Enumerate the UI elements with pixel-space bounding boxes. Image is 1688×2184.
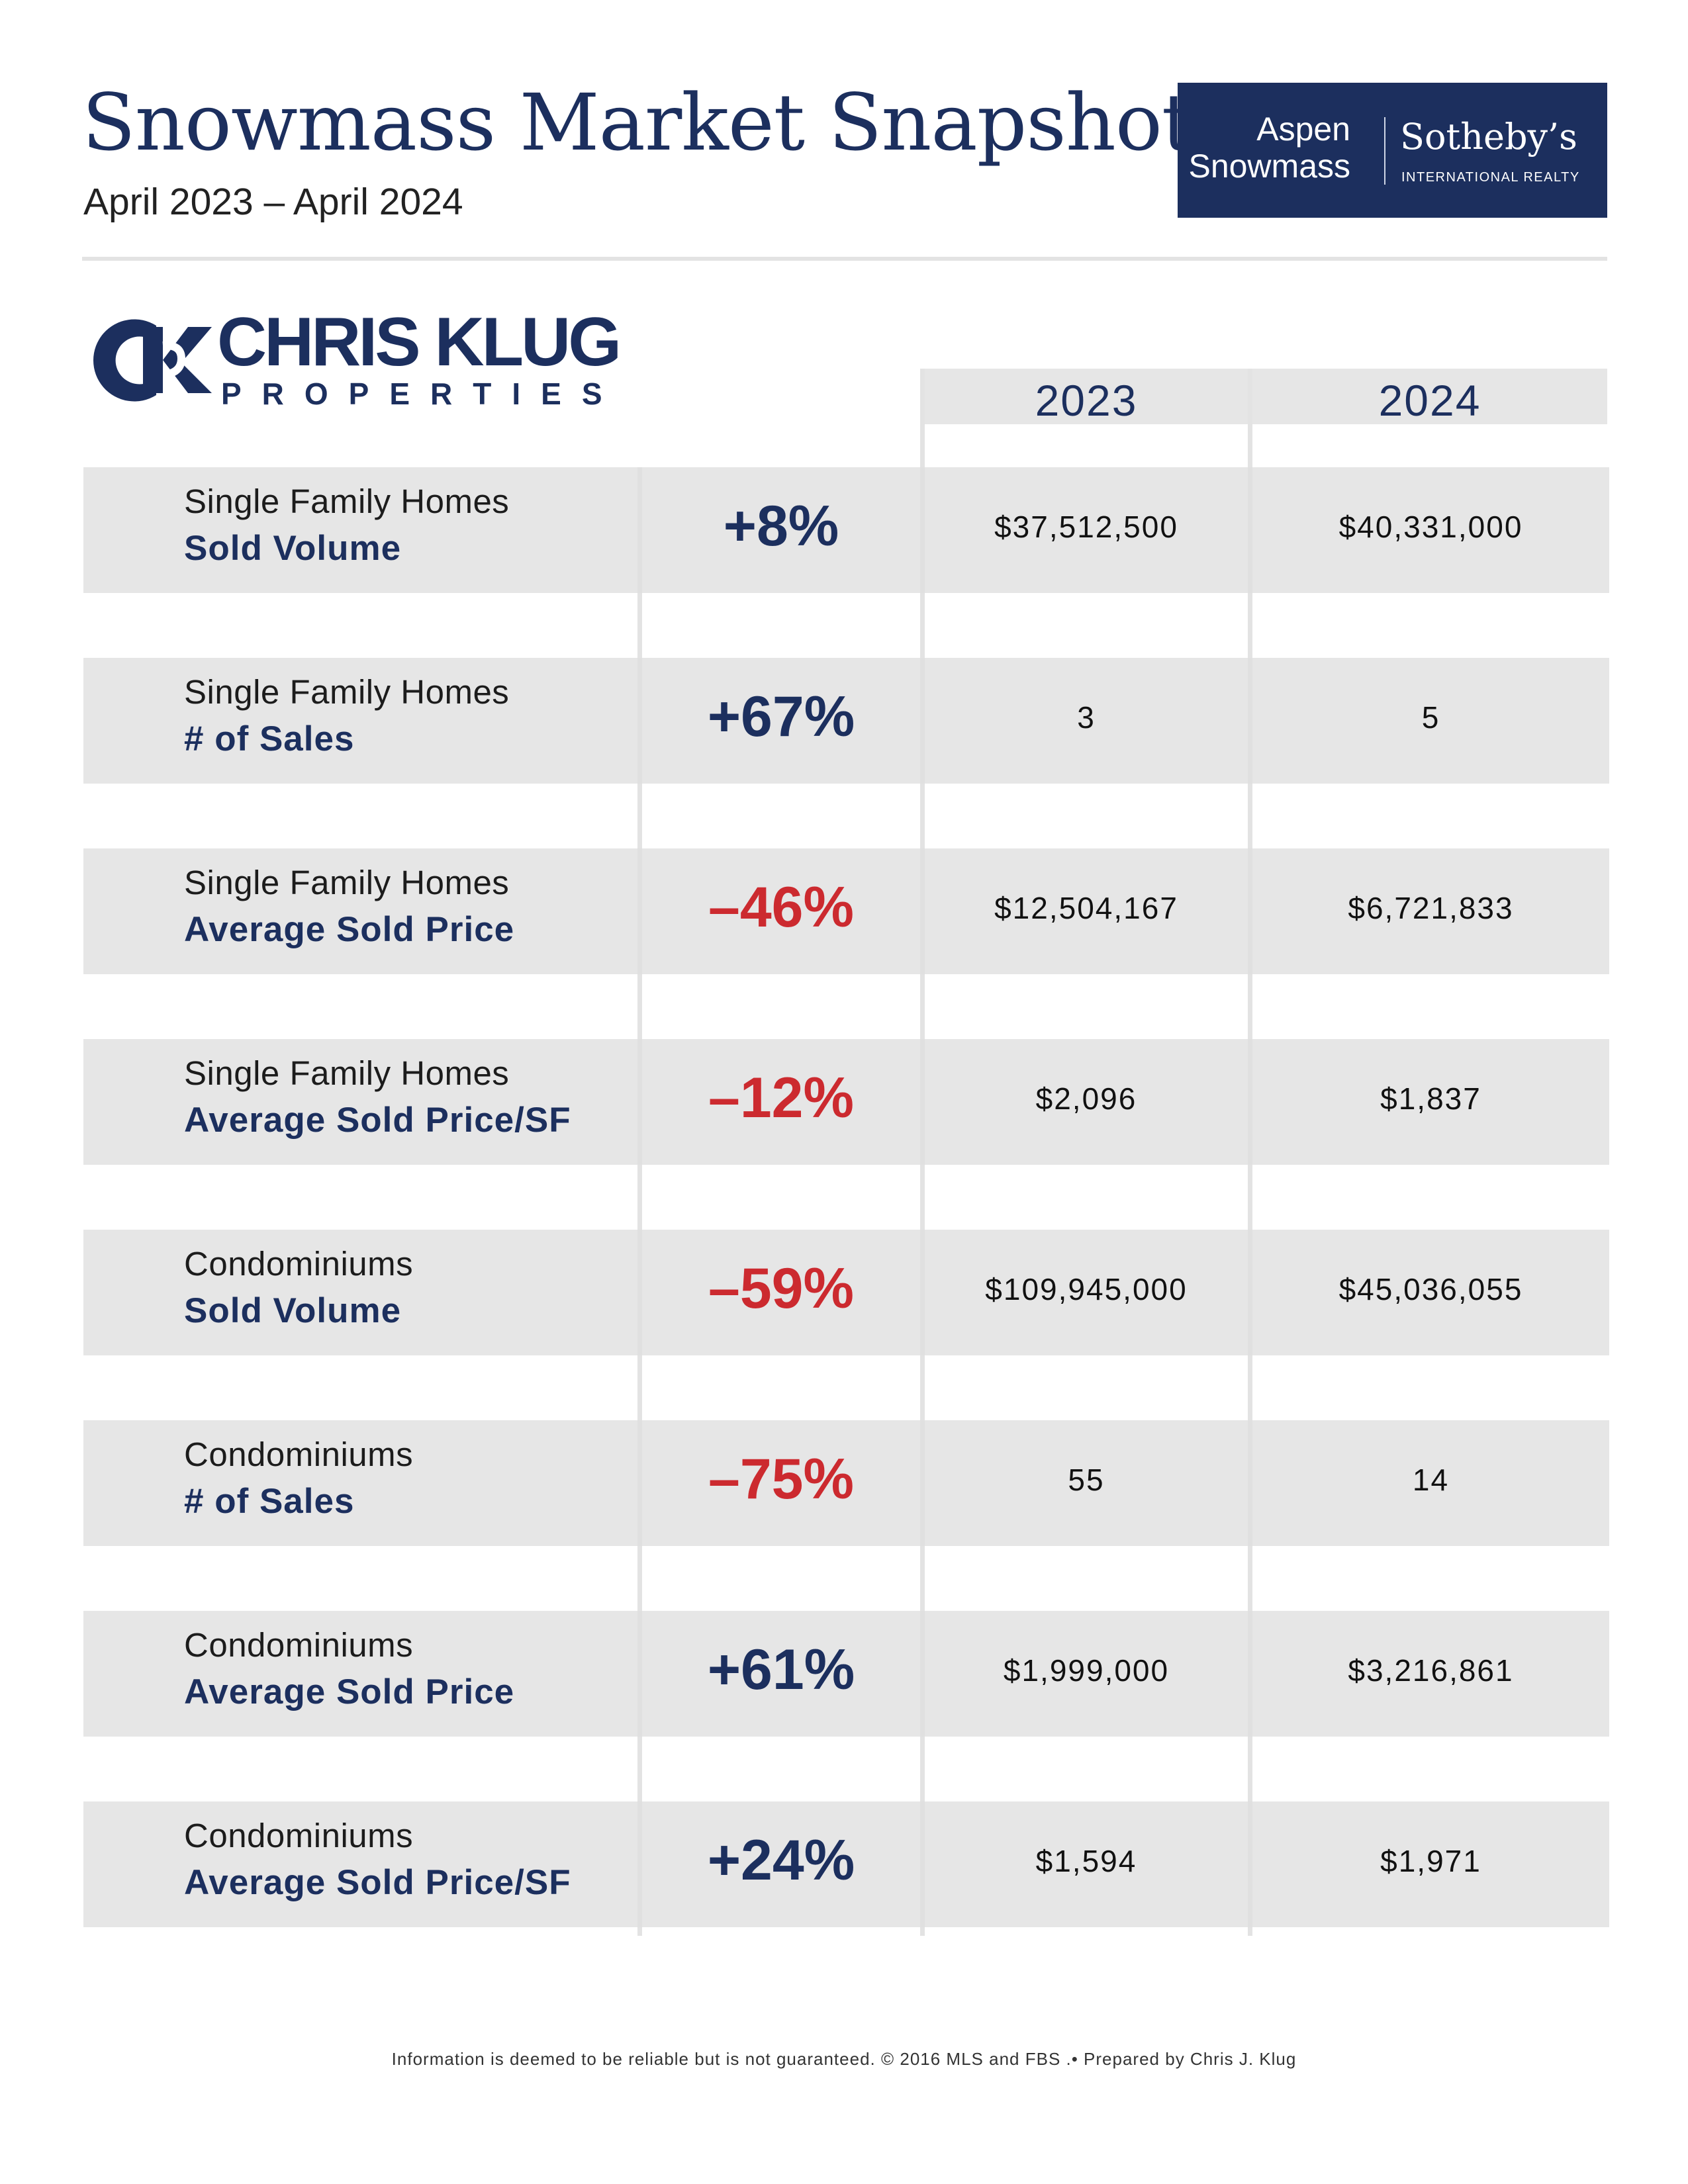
value-2023: $2,096 (1035, 1081, 1137, 1116)
value-2023: $1,594 (1035, 1844, 1137, 1878)
column-divider (920, 1420, 925, 1546)
percent-change: +8% (723, 494, 839, 558)
row-metric: Sold Volume (184, 529, 402, 568)
column-divider (920, 658, 925, 784)
row-category: Single Family Homes (184, 482, 510, 520)
column-divider (1248, 848, 1252, 974)
date-range-subtitle: April 2023 – April 2024 (83, 181, 463, 223)
table-row: Condominiums Average Sold Price +61% $1,999… (83, 1611, 1609, 1737)
value-2024: $6,721,833 (1348, 891, 1514, 925)
value-2023: $12,504,167 (994, 891, 1178, 925)
brand-name: Sotheby’s (1400, 116, 1577, 158)
value-2024: 5 (1421, 700, 1440, 735)
percent-change: +67% (707, 685, 855, 749)
column-divider (637, 1039, 642, 1165)
column-divider (1248, 1420, 1252, 1546)
column-divider (637, 1420, 642, 1546)
row-metric: Average Sold Price/SF (184, 1101, 571, 1140)
header-divider (82, 257, 1607, 261)
page-title: Snowmass Market Snapshot (82, 77, 1193, 168)
brand-line-aspen: Aspen (1256, 111, 1350, 148)
row-metric: Average Sold Price/SF (184, 1863, 571, 1902)
column-divider (1248, 1230, 1252, 1355)
value-2023: $1,999,000 (1003, 1653, 1170, 1688)
column-divider (1248, 467, 1252, 593)
value-2024: $1,837 (1380, 1081, 1481, 1116)
column-divider (920, 848, 925, 974)
value-2024: $45,036,055 (1338, 1272, 1523, 1306)
table-row: Single Family Homes Average Sold Price –46… (83, 848, 1609, 974)
column-divider (637, 1801, 642, 1927)
percent-change: –12% (708, 1066, 854, 1130)
value-2023: $109,945,000 (985, 1272, 1188, 1306)
row-metric: Sold Volume (184, 1291, 402, 1330)
row-category: Single Family Homes (184, 1054, 510, 1092)
percent-change: +24% (707, 1829, 855, 1892)
brand-tagline: INTERNATIONAL REALTY (1401, 170, 1580, 185)
column-divider (920, 1230, 925, 1355)
value-2024: $40,331,000 (1338, 510, 1523, 544)
agent-logo-sub: PROPERTIES (221, 377, 623, 411)
row-metric: # of Sales (184, 719, 355, 758)
row-metric: Average Sold Price (184, 910, 515, 949)
column-divider (1248, 1611, 1252, 1737)
value-2024: $1,971 (1380, 1844, 1481, 1878)
value-2023: 55 (1068, 1463, 1105, 1497)
value-2023: 3 (1077, 700, 1096, 735)
column-divider (1248, 658, 1252, 784)
row-category: Single Family Homes (184, 673, 510, 711)
row-category: Condominiums (184, 1817, 414, 1854)
column-divider (920, 1611, 925, 1737)
footer-disclaimer: Information is deemed to be reliable but… (391, 2049, 1297, 2069)
value-2024: $3,216,861 (1348, 1653, 1514, 1688)
column-header-2024: 2024 (1252, 369, 1607, 425)
row-category: Single Family Homes (184, 864, 510, 901)
value-2024: 14 (1412, 1463, 1450, 1497)
column-divider (920, 1801, 925, 1927)
column-divider (637, 1611, 642, 1737)
brand-divider (1384, 117, 1385, 185)
sothebys-logo: Aspen Snowmass Sotheby’s INTERNATIONAL R… (1178, 83, 1607, 218)
percent-change: –46% (708, 876, 854, 939)
row-category: Condominiums (184, 1435, 414, 1473)
column-header-2023: 2023 (925, 369, 1248, 425)
table-row: Single Family Homes Average Sold Price/SF… (83, 1039, 1609, 1165)
row-metric: # of Sales (184, 1482, 355, 1521)
table-row: Single Family Homes # of Sales +67% 3 5 (83, 658, 1609, 784)
column-divider (920, 1039, 925, 1165)
table-row: Single Family Homes Sold Volume +8% $37,512… (83, 467, 1609, 593)
percent-change: +61% (707, 1638, 855, 1702)
column-divider (1248, 1801, 1252, 1927)
column-divider (637, 467, 642, 593)
column-divider (637, 658, 642, 784)
row-metric: Average Sold Price (184, 1672, 515, 1711)
column-divider (637, 848, 642, 974)
percent-change: –75% (708, 1447, 854, 1511)
brand-location: Aspen Snowmass (1188, 111, 1350, 185)
row-category: Condominiums (184, 1245, 414, 1283)
column-divider (1248, 1039, 1252, 1165)
table-row: Condominiums Average Sold Price/SF +24% $1,… (83, 1801, 1609, 1927)
column-divider (637, 1230, 642, 1355)
value-2023: $37,512,500 (994, 510, 1178, 544)
row-category: Condominiums (184, 1626, 414, 1664)
percent-change: –59% (708, 1257, 854, 1320)
agent-logo-name: CHRIS KLUG (217, 304, 622, 381)
table-row: Condominiums Sold Volume –59% $109,945,000 $… (83, 1230, 1609, 1355)
brand-line-snowmass: Snowmass (1188, 148, 1350, 185)
column-divider (920, 467, 925, 593)
table-row: Condominiums # of Sales –75% 55 14 (83, 1420, 1609, 1546)
ck-monogram-icon (93, 319, 212, 402)
